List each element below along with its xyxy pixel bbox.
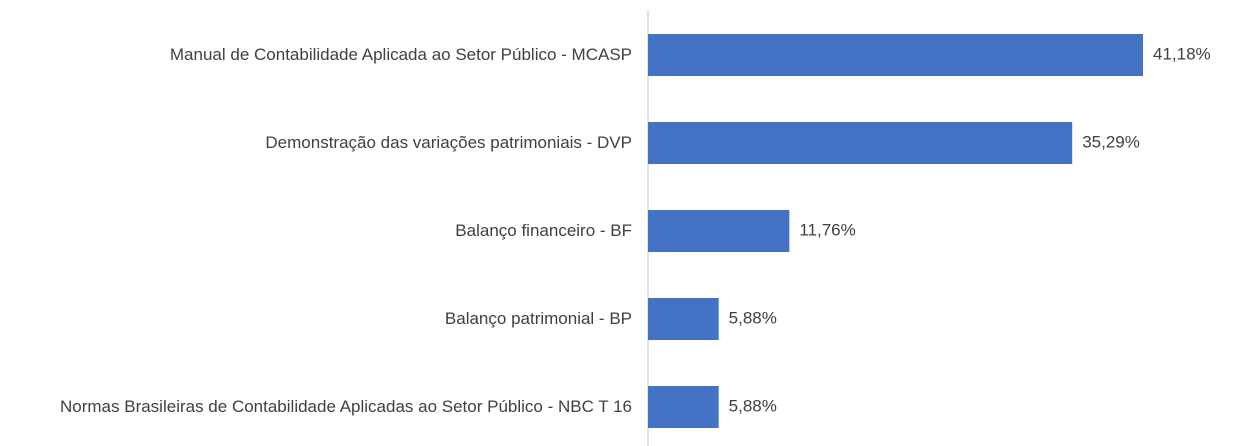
y-tick-label: Normas Brasileiras de Contabilidade Apli… [60,397,632,416]
value-label: 35,29% [1082,132,1140,151]
y-tick-label: Balanço patrimonial - BP [444,309,632,328]
value-label: 5,88% [729,308,777,327]
category-label-row: Demonstração das variações patrimoniais … [0,131,632,155]
category-label-row: Normas Brasileiras de Contabilidade Apli… [0,395,632,419]
bar [648,210,790,252]
y-tick-label: Manual de Contabilidade Aplicada ao Seto… [169,45,632,64]
category-label-row: Balanço patrimonial - BP [0,307,632,331]
y-tick-label: Balanço financeiro - BF [455,221,632,240]
bar [648,122,1073,164]
bar [648,386,719,428]
bar [648,34,1143,76]
value-label: 5,88% [729,396,777,415]
y-tick-label: Demonstração das variações patrimoniais … [265,133,632,152]
category-label-row: Manual de Contabilidade Aplicada ao Seto… [0,43,632,67]
bar [648,298,719,340]
category-label-row: Balanço financeiro - BF [0,219,632,243]
value-label: 41,18% [1153,44,1211,63]
value-label: 11,76% [799,220,855,239]
